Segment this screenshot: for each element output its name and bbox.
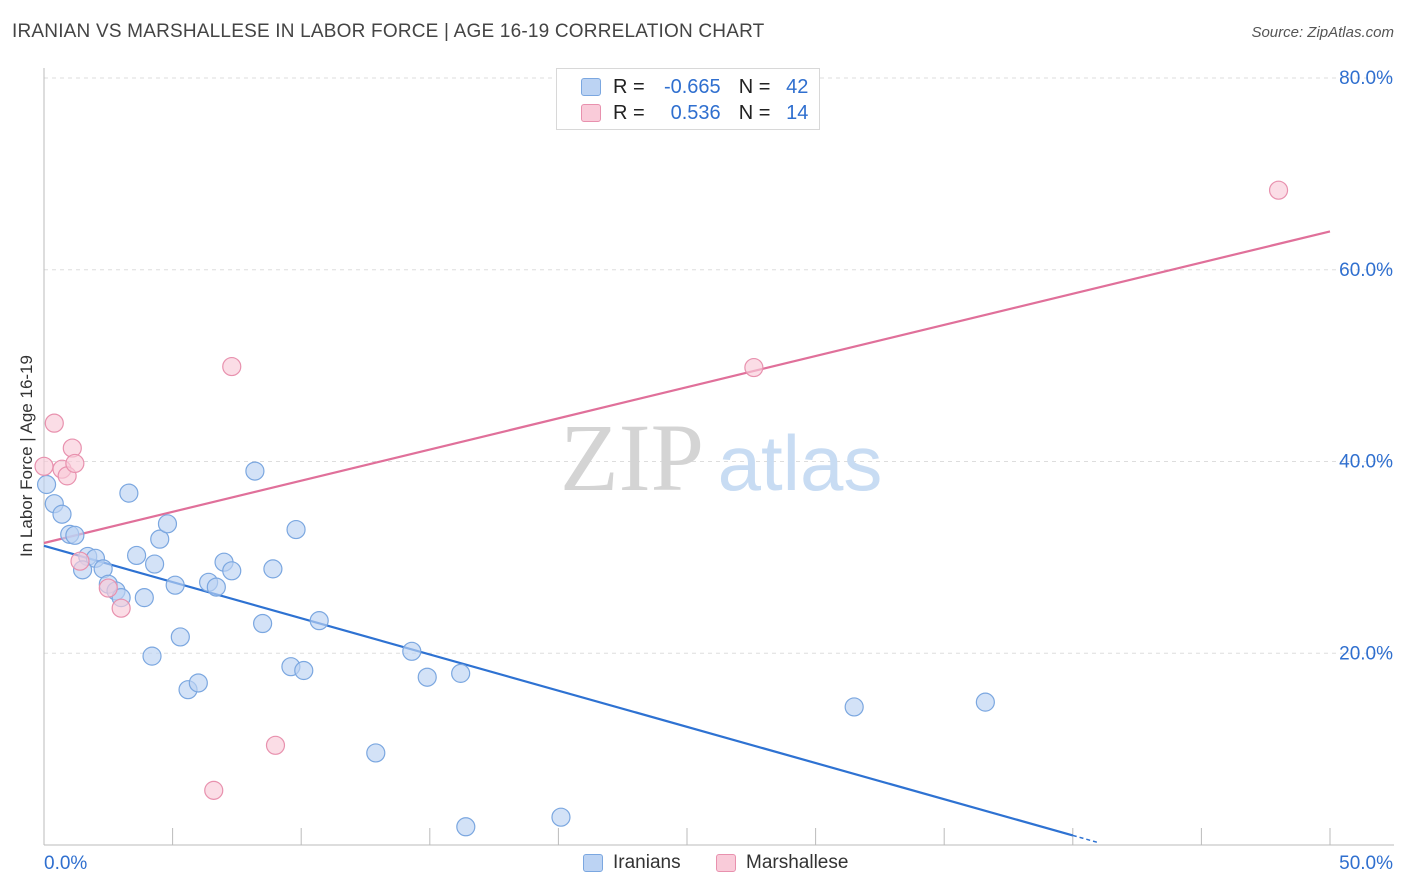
legend-swatch-iranians (581, 78, 601, 96)
marshallese-point (65, 453, 85, 474)
iranian-point (286, 519, 306, 540)
legend-swatch-marshallese (581, 104, 601, 122)
source-label: Source: ZipAtlas.com (1251, 24, 1394, 41)
legend-r-value: 0.536 (670, 101, 721, 124)
marshallese-point (44, 413, 64, 433)
y-tick-label: 20.0% (1339, 643, 1393, 664)
iranian-trendline-extension (1072, 834, 1099, 844)
iranian-point (157, 514, 178, 534)
iranian-point (844, 697, 864, 717)
iranian-point (417, 667, 437, 687)
legend-n-label: N = (738, 75, 771, 98)
iranian-point (165, 575, 185, 595)
bottom-legend-label-iranians: Iranians (613, 852, 681, 873)
marshallese-point (70, 551, 90, 571)
iranian-point (263, 559, 283, 579)
marshallese-trendline (43, 230, 1331, 545)
iranian-point (451, 663, 471, 683)
tick-label-layer: 20.0% 40.0% 60.0% 80.0% 0.0% 50.0% (44, 68, 1393, 874)
marshallese-point (204, 780, 224, 800)
y-tick-label: 40.0% (1339, 452, 1393, 473)
marshallese-point (744, 357, 764, 378)
bottom-legend: Iranians Marshallese (0, 852, 1406, 876)
legend-r-value: -0.665 (663, 75, 721, 98)
marshallese-point (1268, 180, 1289, 200)
legend-row-iranians: R = -0.665 N = 42 (581, 75, 808, 99)
bottom-legend-label-marshallese: Marshallese (746, 852, 849, 873)
bottom-legend-iranians: Iranians (583, 852, 681, 874)
iranian-point (294, 660, 314, 681)
iranian-point (170, 627, 190, 647)
iranian-point (52, 504, 72, 524)
iranian-point (309, 611, 329, 631)
iranian-point (119, 483, 139, 503)
marshallese-point (111, 598, 131, 618)
legend-box: R = -0.665 N = 42 R = 0.536 N = 14 (556, 68, 820, 130)
iranian-point (150, 529, 170, 549)
iranian-point (551, 807, 571, 827)
legend-row-marshallese: R = 0.536 N = 14 (581, 101, 808, 125)
bottom-legend-swatch-iranians (583, 854, 603, 872)
iranian-point (36, 474, 57, 495)
iranian-point (126, 545, 147, 566)
iranian-point (134, 588, 154, 608)
watermark-zip: ZIP (560, 404, 704, 511)
iranian-point (144, 554, 165, 574)
iranian-point (975, 692, 995, 712)
iranian-point (188, 673, 208, 693)
bottom-legend-swatch-marshallese (716, 854, 736, 872)
iranian-point (65, 525, 85, 545)
trend-layer (43, 230, 1331, 844)
iranian-point (366, 743, 386, 763)
marshallese-point (265, 735, 286, 755)
legend-r-label: R = (613, 101, 645, 124)
y-axis-label: In Labor Force | Age 16-19 (17, 355, 36, 557)
marshallese-point (98, 578, 118, 598)
bottom-legend-marshallese: Marshallese (716, 852, 848, 874)
watermark: ZIP atlas (560, 404, 882, 511)
iranian-point (245, 461, 265, 481)
iranian-point (222, 561, 242, 581)
legend-n-value: 42 (786, 75, 809, 98)
watermark-atlas: atlas (718, 419, 883, 507)
x-tick-label: 50.0% (1339, 853, 1393, 874)
iranian-point (402, 641, 422, 661)
y-tick-label: 80.0% (1339, 68, 1393, 89)
legend-n-value: 14 (786, 101, 809, 124)
iranian-point (456, 817, 476, 837)
legend-n-label: N = (738, 101, 771, 124)
legend-r-label: R = (613, 75, 645, 98)
marshallese-point (34, 456, 54, 476)
marshallese-point (222, 356, 242, 377)
y-tick-label: 60.0% (1339, 260, 1393, 281)
x-tick-label: 0.0% (44, 853, 87, 874)
iranian-point (206, 577, 226, 597)
iranian-point (142, 646, 162, 666)
axis-layer (43, 68, 1394, 846)
iranian-point (253, 613, 273, 634)
point-layer (34, 180, 1289, 837)
chart-title: IRANIAN VS MARSHALLESE IN LABOR FORCE | … (12, 21, 765, 42)
